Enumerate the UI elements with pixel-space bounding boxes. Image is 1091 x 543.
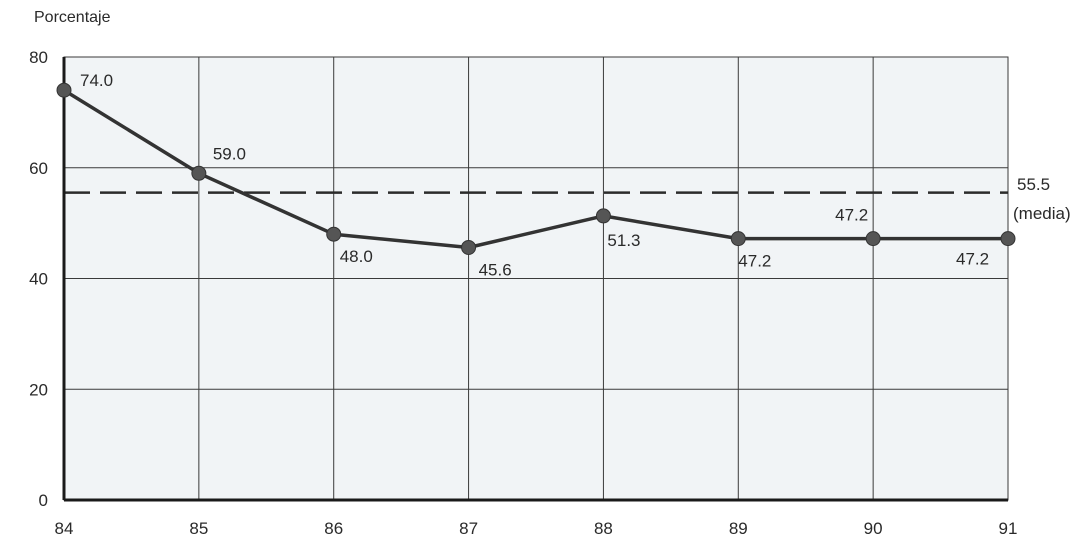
data-label-85: 59.0 — [213, 144, 246, 163]
x-tick-label-88: 88 — [594, 519, 613, 538]
data-points — [56, 82, 1016, 255]
data-point-91 — [1000, 231, 1016, 247]
data-label-91: 47.2 — [956, 250, 989, 269]
y-tick-label-60: 60 — [29, 159, 48, 178]
y-tick-label-40: 40 — [29, 270, 48, 289]
data-point-89 — [730, 231, 746, 247]
axes — [62, 57, 1008, 502]
data-label-89: 47.2 — [738, 252, 771, 271]
y-tick-label-80: 80 — [29, 48, 48, 67]
data-label-88: 51.3 — [607, 231, 640, 250]
data-label-90: 47.2 — [835, 206, 868, 225]
series-line — [63, 88, 1008, 250]
data-point-88 — [595, 208, 611, 224]
x-tick-label-85: 85 — [189, 519, 208, 538]
x-tick-label-84: 84 — [55, 519, 74, 538]
x-tick-label-91: 91 — [999, 519, 1018, 538]
data-labels: 74.0 59.0 48.0 45.6 51.3 47.2 47.2 47.2 — [80, 71, 989, 279]
y-tick-label-20: 20 — [29, 380, 48, 399]
data-label-84: 74.0 — [80, 71, 113, 90]
data-point-86 — [326, 226, 342, 242]
tick-labels: 0 20 40 60 80 84 85 86 87 88 89 90 91 — [29, 48, 1017, 538]
mean-value-label: 55.5 — [1017, 175, 1050, 194]
y-tick-label-0: 0 — [39, 491, 48, 510]
data-label-86: 48.0 — [340, 247, 373, 266]
x-tick-label-89: 89 — [729, 519, 748, 538]
data-point-87 — [461, 239, 477, 255]
data-point-84 — [56, 82, 72, 98]
data-label-87: 45.6 — [479, 260, 512, 279]
data-point-90 — [865, 231, 881, 247]
grid-lines — [64, 56, 1009, 500]
x-tick-label-86: 86 — [324, 519, 343, 538]
mean-text-label: (media) — [1013, 204, 1071, 223]
x-tick-label-90: 90 — [864, 519, 883, 538]
data-point-85 — [191, 165, 207, 181]
y-axis-title: Porcentaje — [34, 9, 111, 26]
x-tick-label-87: 87 — [459, 519, 478, 538]
